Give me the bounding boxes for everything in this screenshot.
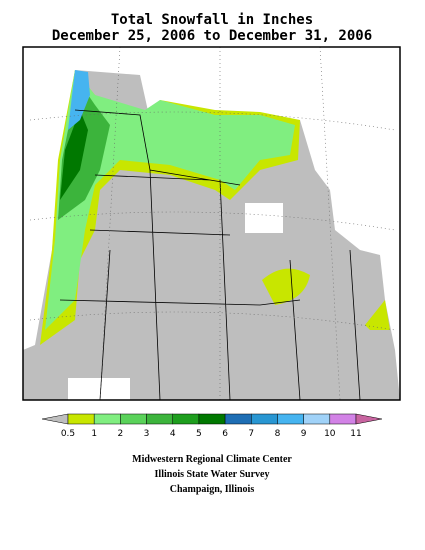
credit: Illinois State Water Survey — [155, 469, 270, 480]
legend-swatch — [67, 413, 95, 425]
snow-eight-to-nine — [68, 70, 90, 130]
legend-label: 0.5 — [61, 429, 75, 439]
legend-swatch — [146, 413, 173, 425]
legend: 0.5 1 2 3 4 5 6 7 8 9 10 11 — [41, 413, 383, 439]
title: Total Snowfall in Inches — [111, 12, 313, 28]
legend-label: 5 — [196, 429, 202, 439]
legend-swatch — [277, 413, 304, 425]
legend-label: 1 — [91, 429, 97, 439]
legend-swatch — [198, 413, 226, 425]
legend-label: 8 — [275, 429, 281, 439]
legend-swatch — [224, 413, 252, 425]
snow-five-to-six — [60, 110, 88, 200]
map — [22, 46, 401, 401]
legend-swatch — [93, 413, 121, 425]
no-data — [245, 203, 283, 233]
snow-spot — [365, 300, 390, 330]
legend-label: 7 — [248, 429, 254, 439]
legend-label: 10 — [324, 429, 336, 439]
credit: Champaign, Illinois — [170, 484, 255, 495]
subtitle: December 25, 2006 to December 31, 2006 — [52, 28, 372, 44]
legend-label: 9 — [301, 429, 307, 439]
legend-label: 6 — [222, 429, 228, 439]
no-data — [68, 378, 130, 400]
snow-spot — [262, 268, 310, 305]
legend-swatch — [172, 413, 200, 425]
legend-label: 2 — [117, 429, 123, 439]
legend-arrow — [355, 413, 383, 425]
legend-swatch — [251, 413, 278, 425]
legend-label: 4 — [170, 429, 176, 439]
legend-swatch — [303, 413, 331, 425]
legend-arrow — [41, 413, 69, 425]
legend-swatch — [120, 413, 147, 425]
credit: Midwestern Regional Climate Center — [132, 454, 292, 465]
map-frame — [22, 46, 401, 401]
legend-label: 11 — [350, 429, 361, 439]
legend-swatch — [329, 413, 357, 425]
legend-label: 3 — [144, 429, 150, 439]
